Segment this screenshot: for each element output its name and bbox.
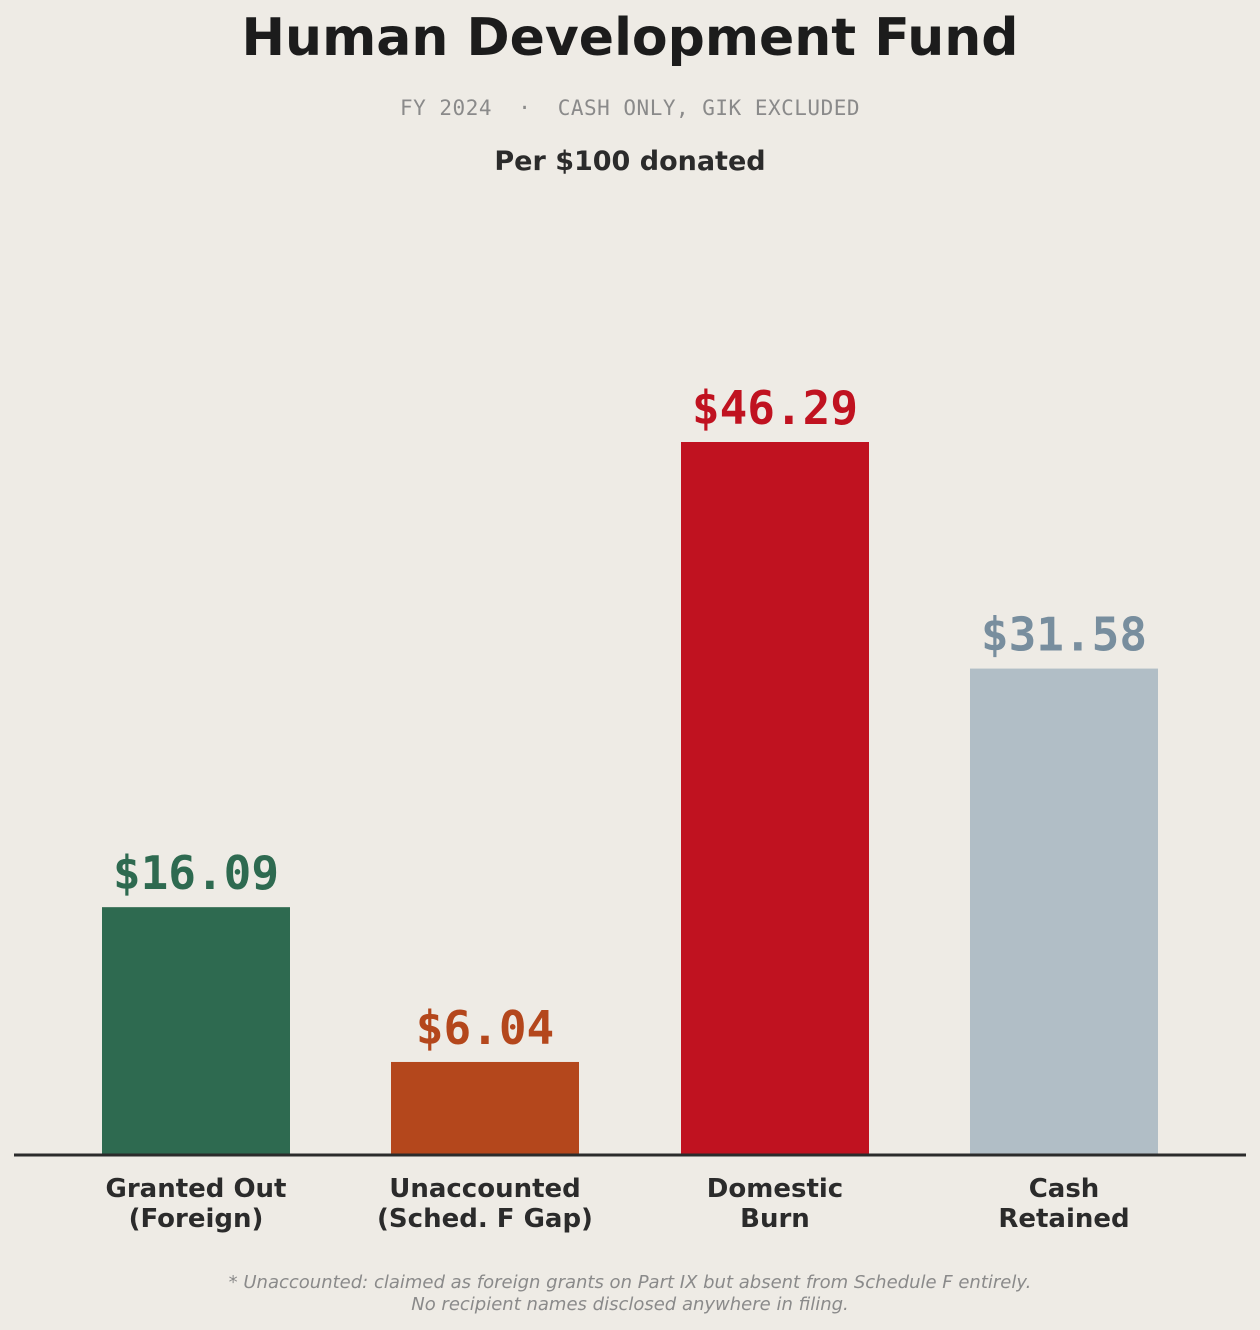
- x-tick-label: (Foreign): [129, 1204, 264, 1234]
- chart-title: Human Development Fund: [241, 8, 1019, 68]
- footnote: * Unaccounted: claimed as foreign grants…: [0, 1272, 1260, 1316]
- footnote-line-1: * Unaccounted: claimed as foreign grants…: [228, 1272, 1032, 1293]
- x-tick-label: Cash: [1029, 1174, 1100, 1204]
- x-tick-label: Burn: [740, 1204, 810, 1234]
- footnote-line-2: No recipient names disclosed anywhere in…: [411, 1294, 849, 1315]
- bar-value-label: $6.04: [416, 1001, 554, 1055]
- bar-value-label: $16.09: [113, 846, 279, 900]
- bar-value-label: $31.58: [981, 608, 1147, 662]
- bar: [102, 907, 290, 1155]
- x-tick-label: (Sched. F Gap): [377, 1204, 593, 1234]
- x-tick-label: Domestic: [707, 1174, 843, 1204]
- bar: [681, 442, 869, 1155]
- bar: [391, 1061, 579, 1155]
- x-tick-label: Granted Out: [106, 1174, 287, 1204]
- bar: [970, 668, 1158, 1155]
- bar-value-label: $46.29: [692, 381, 858, 435]
- chart-subtitle: FY 2024 · CASH ONLY, GIK EXCLUDED: [399, 96, 860, 120]
- x-tick-label: Retained: [998, 1204, 1129, 1234]
- unit-label: Per $100 donated: [494, 146, 766, 177]
- x-tick-label: Unaccounted: [389, 1174, 581, 1204]
